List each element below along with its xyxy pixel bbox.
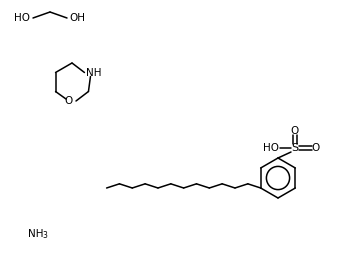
Text: HO: HO (14, 13, 30, 23)
Text: HO: HO (263, 143, 279, 153)
Text: OH: OH (69, 13, 85, 23)
Text: O: O (291, 126, 299, 136)
Text: NH: NH (86, 68, 101, 78)
Text: O: O (312, 143, 320, 153)
Text: O: O (65, 96, 73, 106)
Text: NH: NH (28, 229, 43, 239)
Text: 3: 3 (42, 231, 47, 240)
Text: S: S (291, 143, 298, 153)
